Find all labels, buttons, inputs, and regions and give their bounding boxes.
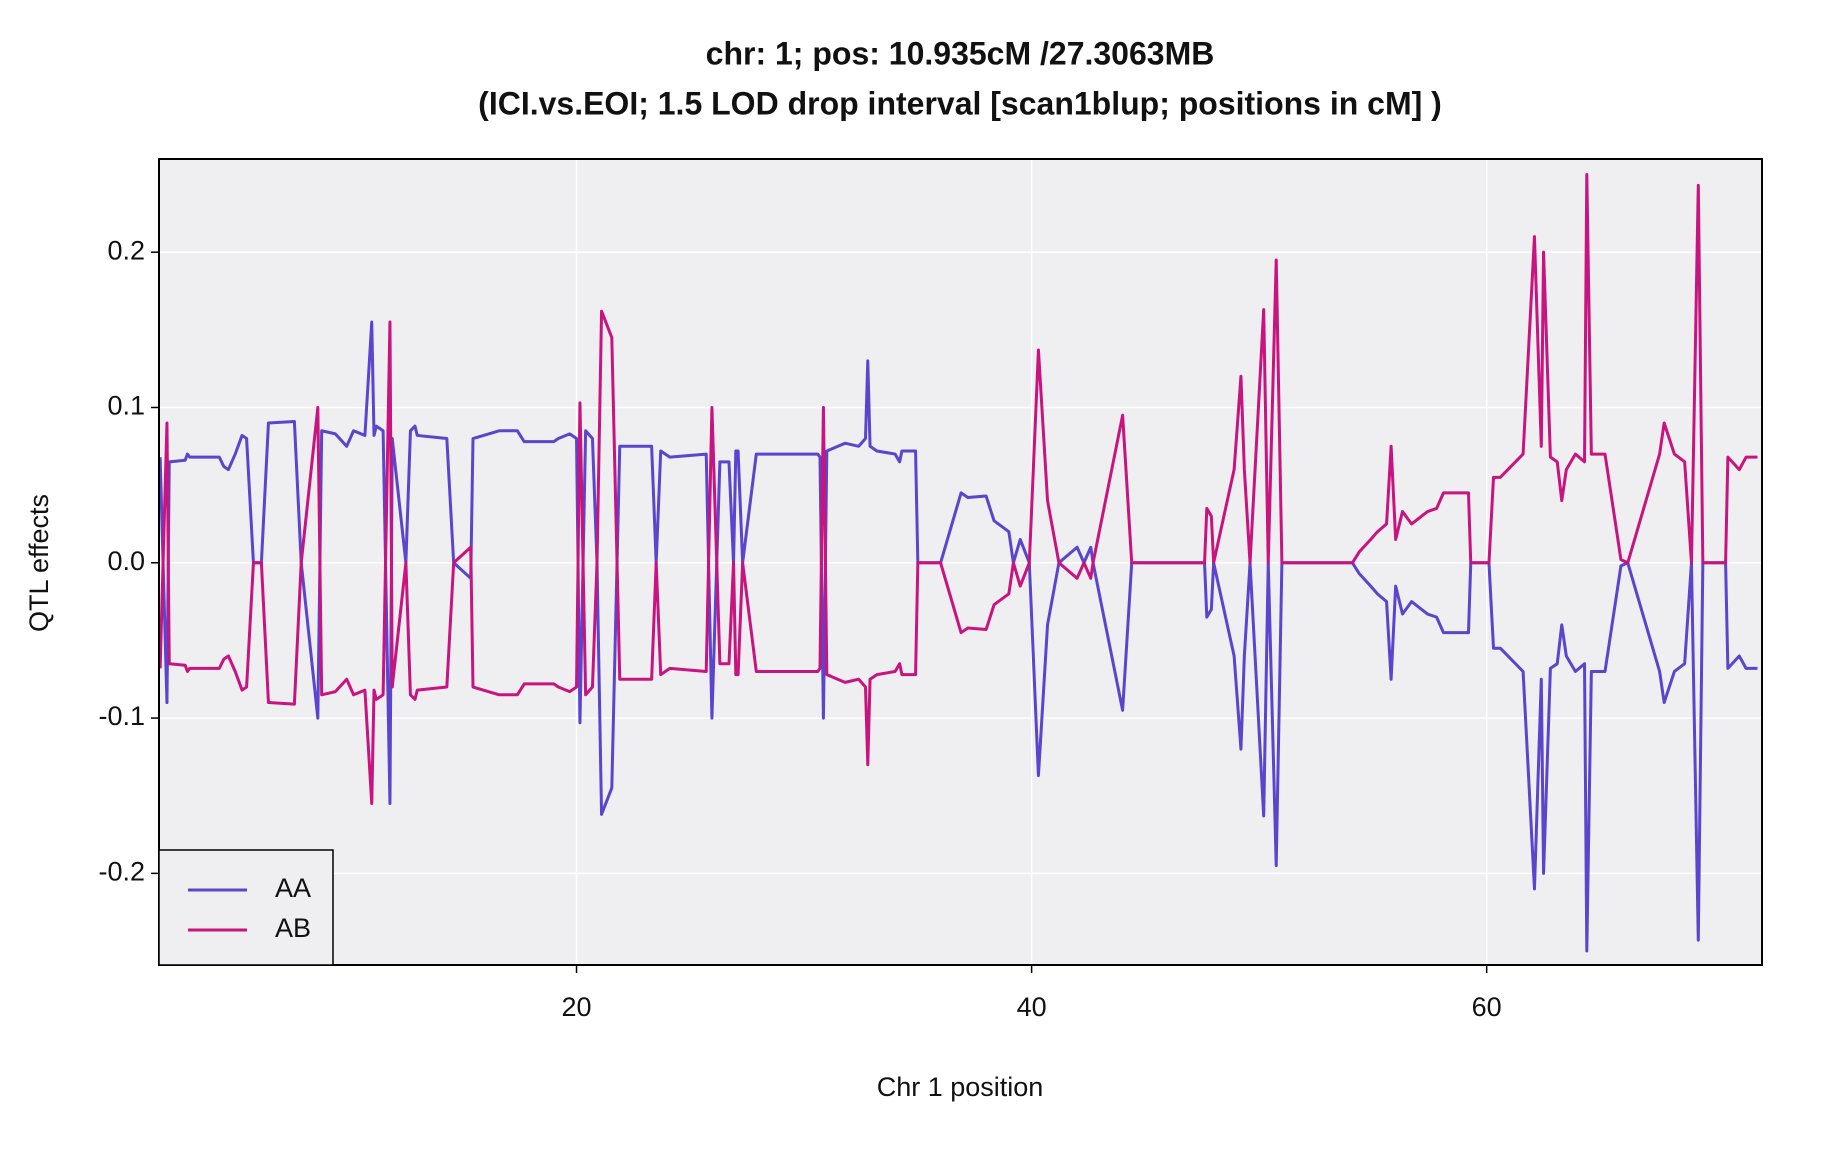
legend-label: AB xyxy=(275,913,311,943)
series-line xyxy=(159,320,1758,953)
legend-label: AA xyxy=(275,873,311,903)
legend-box xyxy=(158,849,334,966)
y-tick-label: 0.2 xyxy=(107,235,145,265)
y-tick-label: -0.1 xyxy=(98,701,145,731)
x-tick-label: 40 xyxy=(1017,992,1047,1022)
x-tick-label: 60 xyxy=(1472,992,1502,1022)
chart-title: chr: 1; pos: 10.935cM /27.3063MB xyxy=(706,35,1215,71)
x-axis-label: Chr 1 position xyxy=(877,1072,1044,1102)
y-axis-label: QTL effects xyxy=(24,494,54,632)
y-tick-label: 0.1 xyxy=(107,391,145,421)
series-line xyxy=(159,173,1758,805)
y-tick-label: -0.2 xyxy=(98,856,145,886)
x-tick-label: 20 xyxy=(562,992,592,1022)
y-tick-label: 0.0 xyxy=(107,546,145,576)
chart-subtitle: (ICI.vs.EOI; 1.5 LOD drop interval [scan… xyxy=(478,85,1442,121)
plot-frame xyxy=(158,158,1763,966)
plot-background xyxy=(159,159,1762,965)
